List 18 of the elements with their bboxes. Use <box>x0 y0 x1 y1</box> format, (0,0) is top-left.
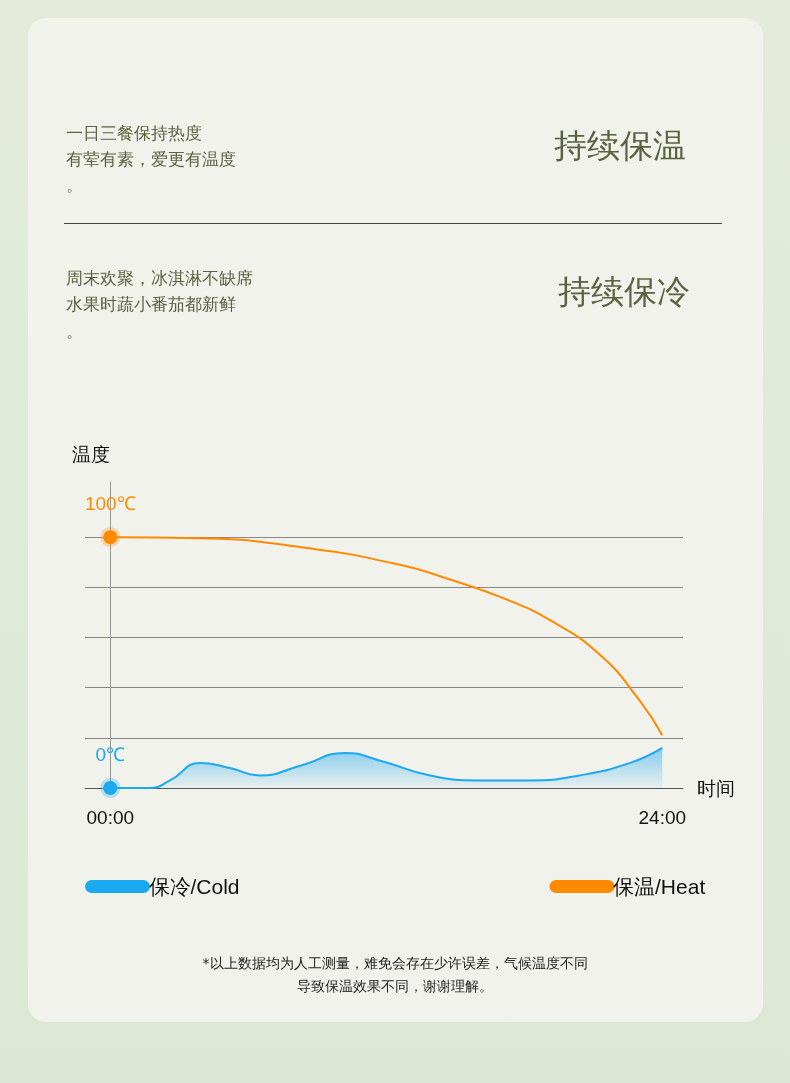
legend-label: 保冷/Cold <box>148 875 240 898</box>
x-tick-label: 00:00 <box>86 807 135 828</box>
legend-label: 保温/Heat <box>613 875 706 898</box>
data-label: 100℃ <box>84 493 136 515</box>
text: 持续保冷 <box>558 272 690 312</box>
x-tick-label: 24:00 <box>638 807 687 828</box>
x-axis-title: 时间 <box>697 777 735 799</box>
text: 周末欢聚，冰淇淋不缺席 <box>66 267 253 290</box>
y-axis-title: 温度 <box>72 444 111 465</box>
data-label: 0℃ <box>95 744 126 765</box>
text: 。 <box>66 174 83 197</box>
text: 水果时蔬小番茄都新鲜 <box>66 293 236 316</box>
text: 有荤有素，爱更有温度 <box>66 148 236 171</box>
text: 一日三餐保持热度 <box>66 122 202 145</box>
text: 导致保温效果不同，谢谢理解。 <box>296 977 494 996</box>
text: *以上数据均为人工测量，难免会存在少许误差，气候温度不同 <box>201 954 589 973</box>
text: 。 <box>66 320 83 343</box>
text: 持续保温 <box>554 126 686 166</box>
